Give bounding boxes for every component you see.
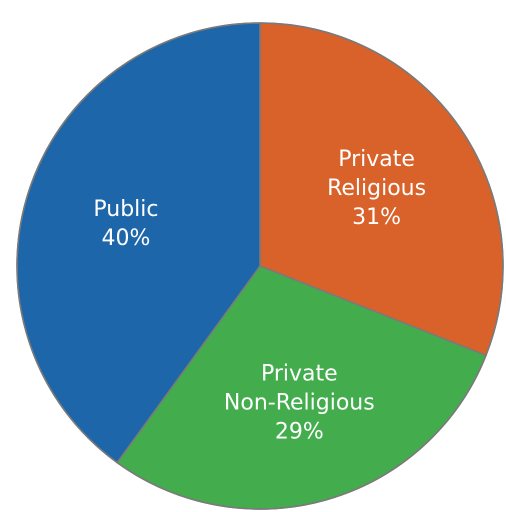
slice-label-private-religious: Private Religious 31% <box>327 147 426 230</box>
slice-label-line: Public <box>93 197 158 222</box>
slice-percent-private-religious: 31% <box>352 205 401 230</box>
pie-outline <box>16 22 504 510</box>
slice-percent-public: 40% <box>102 226 151 251</box>
slice-label-line: Religious <box>327 176 426 201</box>
slice-label-public: Public 40% <box>93 197 158 251</box>
slice-label-line: Private <box>338 147 415 172</box>
slice-percent-private-non-religious: 29% <box>275 419 324 444</box>
slice-label-line: Non-Religious <box>224 390 375 415</box>
slice-label-private-non-religious: Private Non-Religious 29% <box>224 361 375 444</box>
slice-label-line: Private <box>261 361 338 386</box>
